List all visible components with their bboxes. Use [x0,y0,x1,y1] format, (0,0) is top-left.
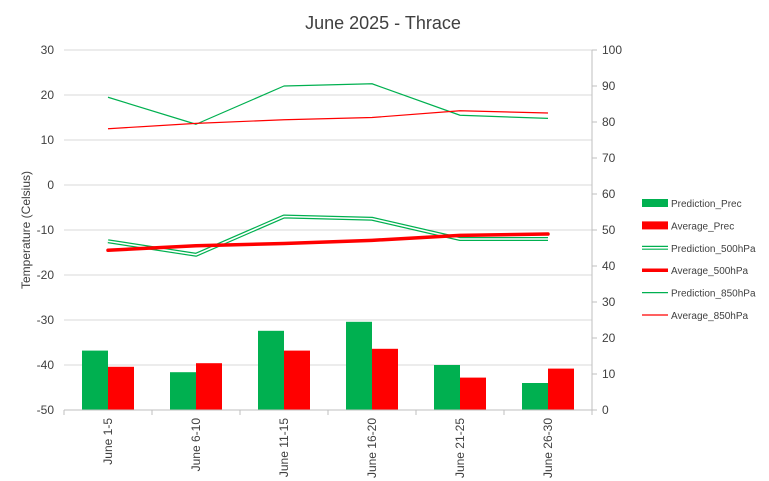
bar-average-prec [196,363,222,410]
legend-prediction-850hpa-label: Prediction_850hPa [671,289,756,300]
legend-average-prec-swatch [642,221,668,230]
legend-prediction-prec-label: Prediction_Prec [671,199,742,210]
right-tick-label: 20 [602,331,616,345]
left-tick-label: 30 [41,43,55,57]
right-tick-label: 10 [602,367,616,381]
line-average-850hpa [107,110,549,130]
bar-average-prec [548,368,574,410]
left-tick-label: -40 [37,358,55,372]
legend-prediction-500hpa-label: Prediction_500hPa [671,244,756,255]
x-tick-label: June 16-20 [365,418,379,478]
legend-average-500hpa-label: Average_500hPa [671,266,749,277]
left-tick-label: -30 [37,313,55,327]
legend-prediction-prec-swatch [642,199,668,207]
bar-prediction-prec [258,330,284,410]
bar-prediction-prec [346,321,372,410]
line-group [106,83,550,257]
right-tick-label: 30 [602,295,616,309]
bar-average-prec [108,366,134,410]
line-average-500hpa [106,232,550,252]
gridlines [64,49,592,411]
bar-prediction-prec [434,365,460,410]
y-axis-label: Temperature (Celsius) [19,171,33,289]
right-tick-label: 90 [602,79,616,93]
bar-average-prec [372,348,398,410]
left-tick-label: -10 [37,223,55,237]
bar-prediction-prec [522,383,548,410]
bar-average-prec [460,377,486,410]
left-axis-ticks: 30 20 10 0 -10 -20 -30 -40 -50 [37,43,55,417]
legend: Prediction_Prec Average_Prec Prediction_50… [642,199,756,322]
x-tick-label: June 6-10 [189,418,203,472]
left-tick-label: -20 [37,268,55,282]
bar-group [82,321,574,410]
x-tick-label: June 11-15 [277,418,291,477]
right-tick-label: 50 [602,223,616,237]
right-tick-label: 70 [602,151,616,165]
x-tick-label: June 21-25 [453,418,467,478]
left-tick-label: 10 [41,133,55,147]
chart-title: June 2025 - Thrace [305,13,461,33]
left-tick-label: 0 [47,178,54,192]
left-tick-label: 20 [41,88,55,102]
legend-average-850hpa-label: Average_850hPa [671,311,749,322]
x-axis-ticks: June 1-5 June 6-10 June 11-15 June 16-20 Jun… [63,410,593,478]
left-tick-label: -50 [37,403,55,417]
x-tick-label: June 26-30 [541,418,555,478]
right-tick-label: 40 [602,259,616,273]
right-tick-label: 80 [602,115,616,129]
x-tick-label: June 1-5 [101,418,115,465]
right-tick-label: 100 [602,43,622,57]
bar-prediction-prec [82,350,108,410]
legend-average-prec-label: Average_Prec [671,221,734,232]
line-prediction-500hpa-inner [107,215,548,256]
right-tick-label: 0 [602,403,609,417]
bar-average-prec [284,350,310,410]
right-tick-label: 60 [602,187,616,201]
line-prediction-850hpa [107,83,549,125]
bar-prediction-prec [170,372,196,410]
